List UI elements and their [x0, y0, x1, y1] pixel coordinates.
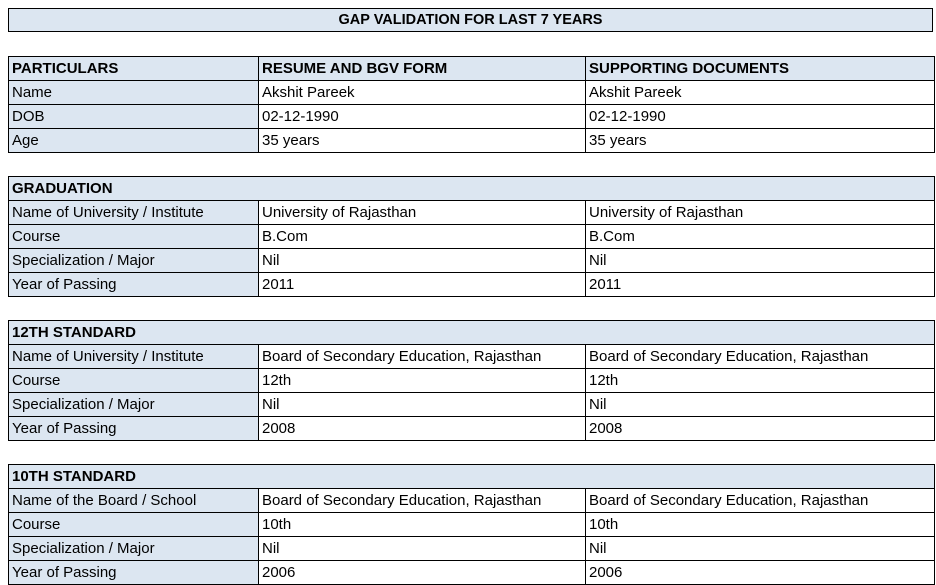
- resume-cell: B.Com: [258, 224, 586, 249]
- resume-cell: Nil: [258, 536, 586, 561]
- document-cell: Nil: [584, 248, 936, 273]
- header-cell: RESUME AND BGV FORM: [258, 56, 586, 81]
- document-cell: Nil: [584, 392, 936, 417]
- header-row: PARTICULARS RESUME AND BGV FORM SUPPORTI…: [8, 56, 935, 81]
- label-cell: Course: [8, 368, 259, 393]
- document-cell: University of Rajasthan: [584, 200, 936, 225]
- table-row: Name of the Board / School Board of Secon…: [8, 488, 936, 513]
- label-cell: DOB: [8, 104, 259, 129]
- document-cell: Board of Secondary Education, Rajasthan: [584, 344, 936, 369]
- page-title: GAP VALIDATION FOR LAST 7 YEARS: [8, 8, 933, 32]
- table-row: Specialization / Major Nil Nil: [8, 248, 936, 273]
- document-cell: 02-12-1990: [585, 104, 935, 129]
- label-cell: Specialization / Major: [8, 248, 259, 273]
- table-row: Course 10th 10th: [8, 512, 936, 537]
- resume-cell: 2011: [258, 272, 586, 297]
- document-cell: Akshit Pareek: [585, 80, 935, 105]
- section-heading: 12TH STANDARD: [7, 320, 936, 345]
- document-cell: 10th: [584, 512, 936, 537]
- table-row: Course 12th 12th: [8, 368, 936, 393]
- document-cell: Nil: [584, 536, 936, 561]
- resume-cell: Akshit Pareek: [258, 80, 586, 105]
- table-row: Name of University / Institute Board of S…: [8, 344, 936, 369]
- resume-cell: 2008: [258, 416, 586, 441]
- table-row: Specialization / Major Nil Nil: [8, 536, 936, 561]
- table-row: Age 35 years 35 years: [8, 128, 935, 153]
- label-cell: Specialization / Major: [8, 536, 259, 561]
- section-heading: 10TH STANDARD: [7, 464, 936, 489]
- resume-cell: 10th: [258, 512, 586, 537]
- table-row: Year of Passing 2008 2008: [8, 416, 936, 441]
- document-cell: B.Com: [584, 224, 936, 249]
- document-cell: 2008: [584, 416, 936, 441]
- resume-cell: Board of Secondary Education, Rajasthan: [258, 488, 586, 513]
- graduation-table: GRADUATION Name of University / Institut…: [7, 176, 936, 297]
- personal-table: PARTICULARS RESUME AND BGV FORM SUPPORTI…: [8, 56, 935, 153]
- resume-cell: University of Rajasthan: [258, 200, 586, 225]
- resume-cell: 02-12-1990: [258, 104, 586, 129]
- label-cell: Name: [8, 80, 259, 105]
- label-cell: Age: [8, 128, 259, 153]
- table-row: Course B.Com B.Com: [8, 224, 936, 249]
- resume-cell: 35 years: [258, 128, 586, 153]
- document-cell: Board of Secondary Education, Rajasthan: [584, 488, 936, 513]
- table-row: Name of University / Institute University…: [8, 200, 936, 225]
- document-cell: 2006: [584, 560, 936, 585]
- resume-cell: 12th: [258, 368, 586, 393]
- table-row: Year of Passing 2006 2006: [8, 560, 936, 585]
- resume-cell: Nil: [258, 248, 586, 273]
- table-row: DOB 02-12-1990 02-12-1990: [8, 104, 935, 129]
- label-cell: Name of University / Institute: [8, 344, 259, 369]
- header-cell: PARTICULARS: [8, 56, 259, 81]
- section-heading: GRADUATION: [7, 176, 936, 201]
- twelfth-table: 12TH STANDARD Name of University / Insti…: [7, 320, 936, 441]
- header-cell: SUPPORTING DOCUMENTS: [585, 56, 935, 81]
- label-cell: Name of University / Institute: [8, 200, 259, 225]
- resume-cell: Board of Secondary Education, Rajasthan: [258, 344, 586, 369]
- label-cell: Year of Passing: [8, 272, 259, 297]
- document-cell: 2011: [584, 272, 936, 297]
- label-cell: Year of Passing: [8, 416, 259, 441]
- label-cell: Name of the Board / School: [8, 488, 259, 513]
- label-cell: Course: [8, 224, 259, 249]
- table-row: Name Akshit Pareek Akshit Pareek: [8, 80, 935, 105]
- label-cell: Specialization / Major: [8, 392, 259, 417]
- table-row: Specialization / Major Nil Nil: [8, 392, 936, 417]
- document-cell: 12th: [584, 368, 936, 393]
- document-cell: 35 years: [585, 128, 935, 153]
- resume-cell: 2006: [258, 560, 586, 585]
- label-cell: Course: [8, 512, 259, 537]
- table-row: Year of Passing 2011 2011: [8, 272, 936, 297]
- resume-cell: Nil: [258, 392, 586, 417]
- label-cell: Year of Passing: [8, 560, 259, 585]
- tenth-table: 10TH STANDARD Name of the Board / School…: [7, 464, 936, 585]
